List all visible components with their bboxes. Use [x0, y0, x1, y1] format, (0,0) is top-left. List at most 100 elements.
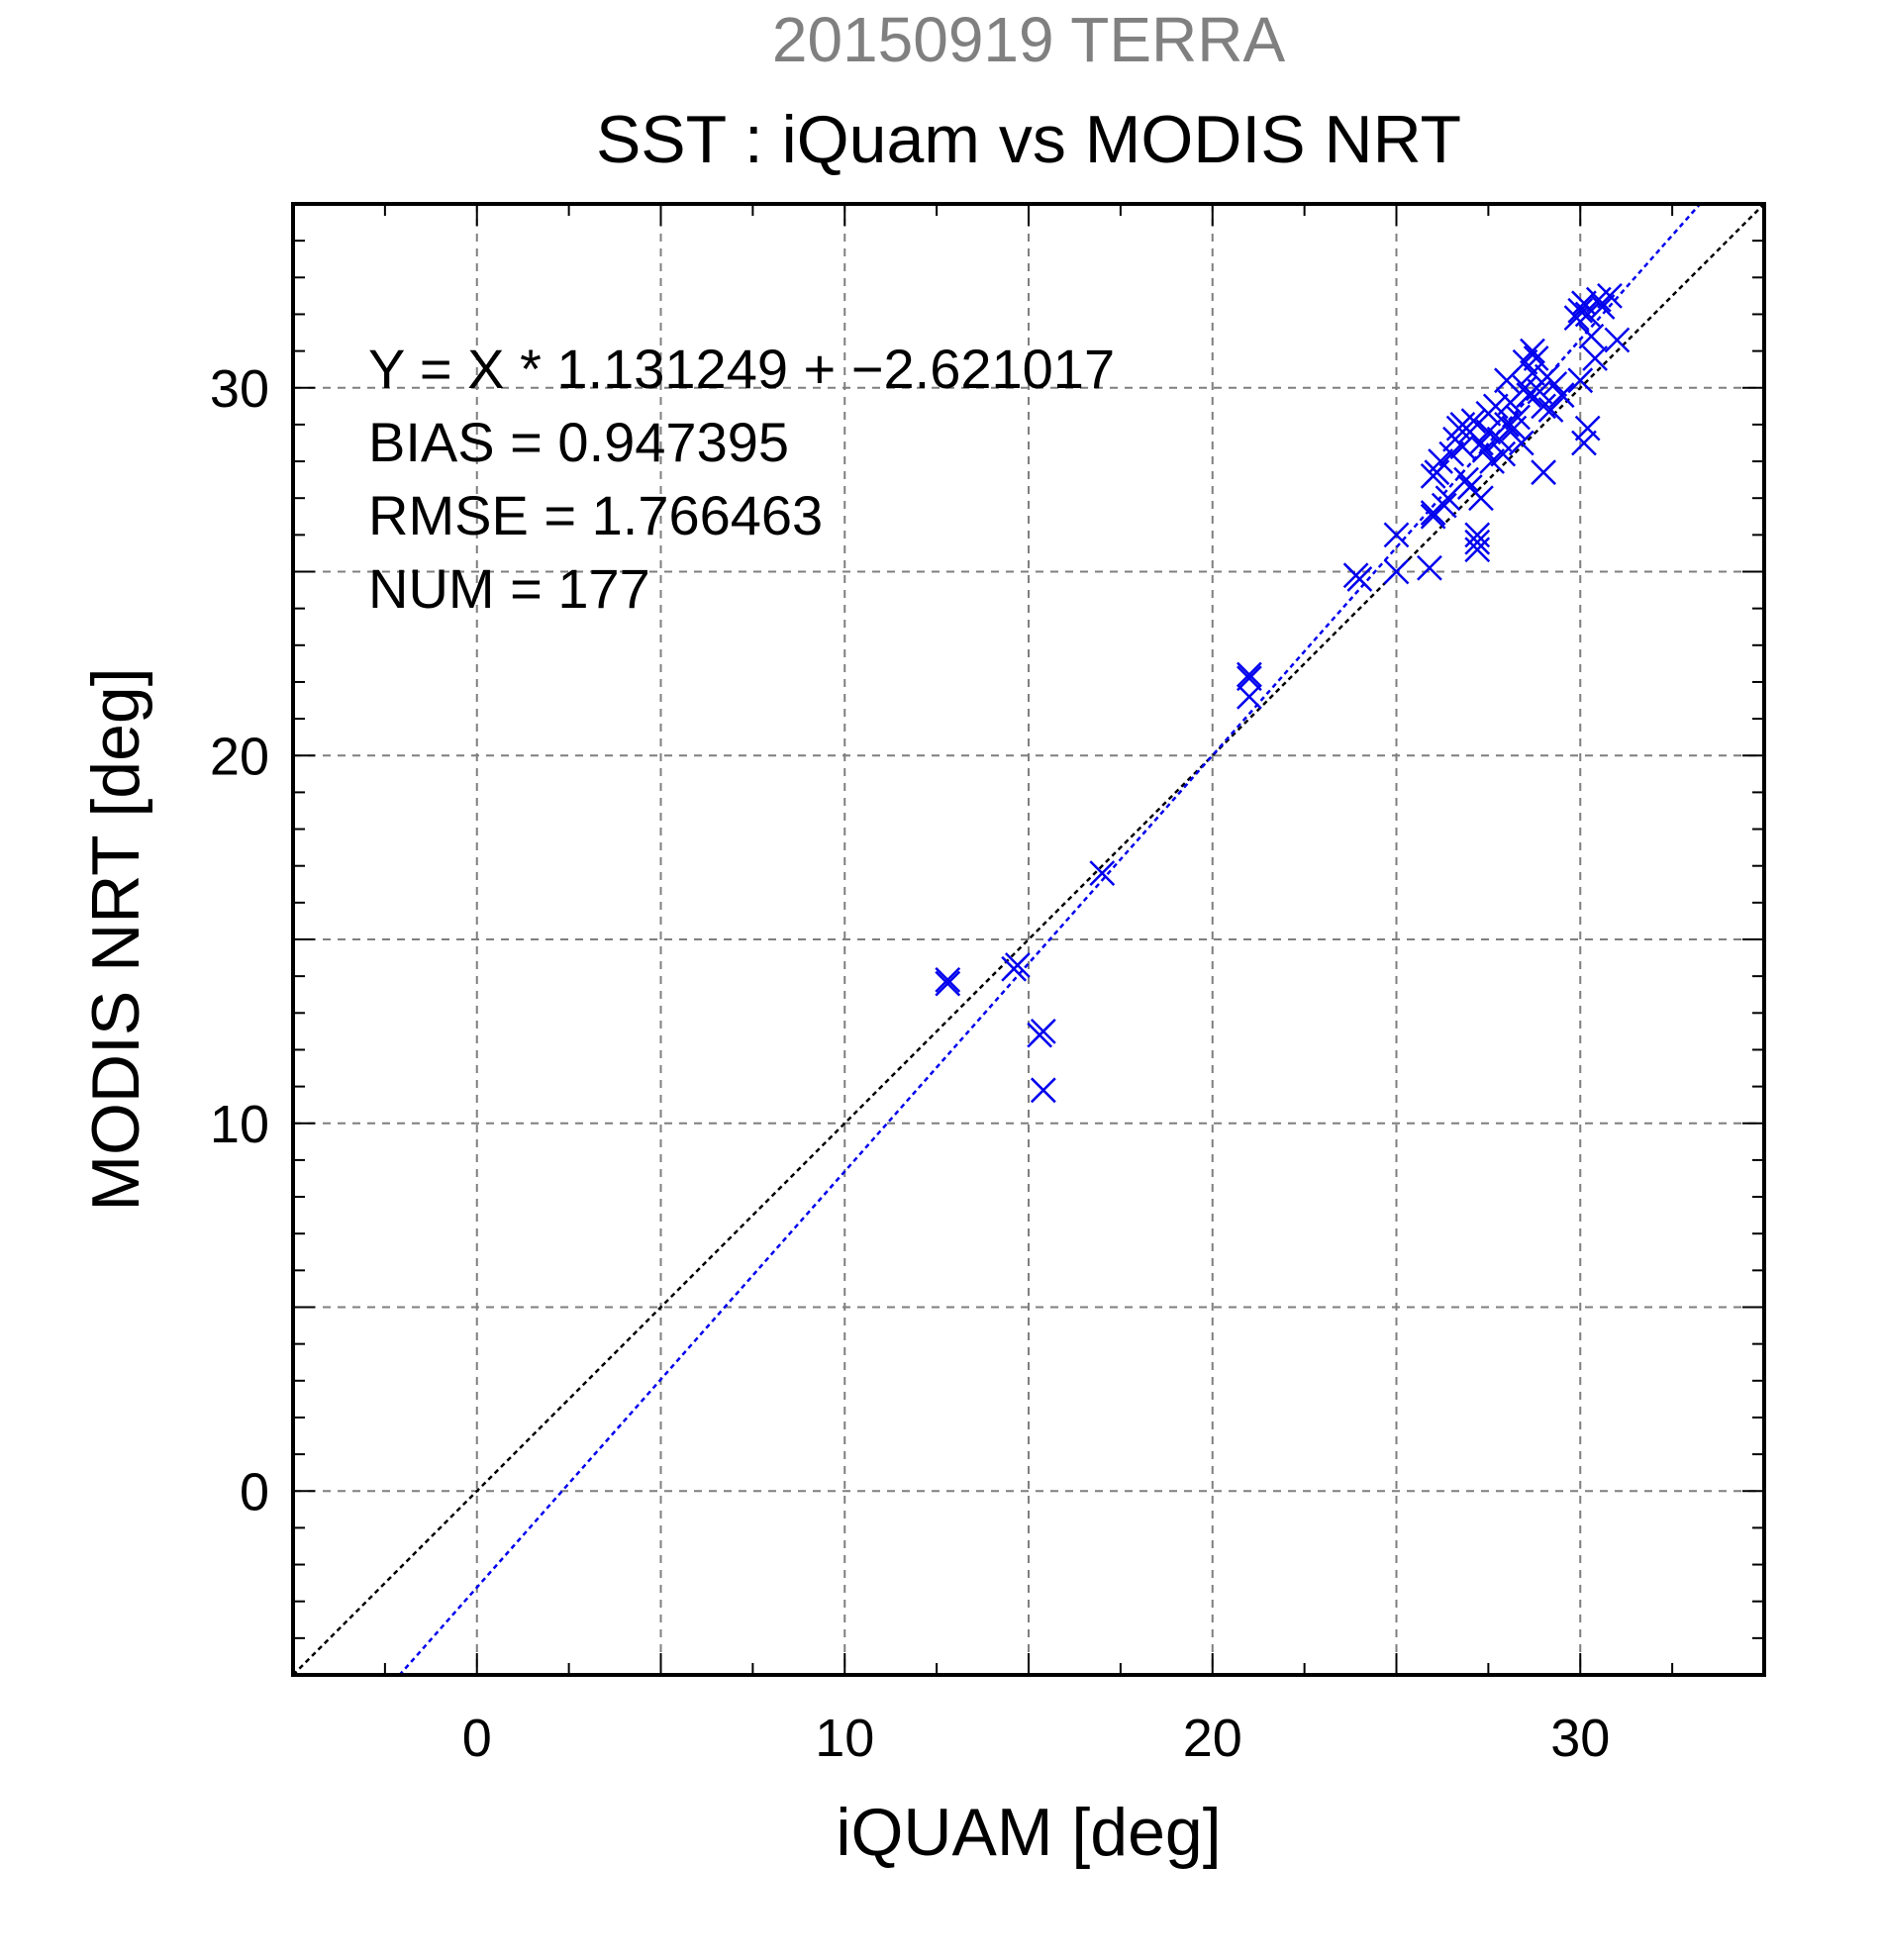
data-point-stroke [1475, 419, 1502, 445]
x-axis-label: iQUAM [deg] [836, 1795, 1221, 1870]
data-point-stroke [1428, 448, 1453, 474]
data-point-stroke [1486, 426, 1513, 452]
data-point [1030, 1077, 1056, 1104]
data-point [1471, 438, 1498, 463]
data-point-stroke [1597, 282, 1623, 309]
data-point-stroke [1574, 301, 1601, 328]
y-tick-label: 0 [240, 1462, 269, 1521]
data-point-stroke [1449, 434, 1476, 460]
data-point-stroke [1237, 665, 1262, 692]
y-tick-label: 10 [210, 1095, 269, 1154]
data-point [1089, 860, 1116, 887]
data-point-stroke [1468, 430, 1494, 456]
data-point-stroke [1520, 338, 1545, 364]
data-point-stroke [1237, 661, 1262, 688]
y-tick-label: 30 [210, 359, 269, 419]
data-point-stroke [1523, 345, 1549, 371]
data-point [1597, 282, 1623, 309]
data-point [1383, 558, 1410, 585]
chart-title: SST : iQuam vs MODIS NRT [596, 102, 1461, 177]
data-point [1548, 382, 1575, 409]
data-point-stroke [1571, 430, 1597, 456]
data-point-stroke [1468, 485, 1494, 512]
data-point [1438, 441, 1465, 467]
data-point-stroke [1578, 323, 1605, 349]
data-point [1475, 419, 1502, 445]
data-point [1537, 397, 1564, 423]
data-point-stroke [1417, 554, 1442, 581]
grid-lines [293, 204, 1764, 1675]
data-point-stroke [1604, 327, 1631, 353]
data-point [1523, 345, 1549, 371]
data-point [1030, 1018, 1056, 1044]
data-point [1508, 430, 1534, 456]
data-points [935, 282, 1631, 1104]
data-point-stroke [1004, 952, 1031, 978]
data-point-stroke [1548, 382, 1575, 409]
data-point-stroke [1464, 522, 1491, 548]
stats-box: Y = X * 1.131249 + −2.621017 BIAS = 0.94… [368, 338, 1115, 620]
plot-frame [291, 202, 1766, 1677]
data-point [1604, 327, 1631, 353]
data-point [1482, 393, 1509, 420]
data-point [1520, 338, 1545, 364]
data-point [1541, 371, 1568, 397]
data-point [1237, 665, 1262, 692]
data-point [935, 966, 961, 993]
chart-subtitle: 20150919 TERRA [772, 4, 1286, 75]
data-point [1468, 485, 1494, 512]
data-point [1464, 529, 1491, 555]
reference-lines [293, 204, 1764, 1675]
data-point [1520, 360, 1545, 386]
data-point [1531, 459, 1556, 486]
data-point [1346, 566, 1373, 592]
data-point-stroke [1346, 566, 1373, 592]
x-tick-label: 10 [815, 1709, 874, 1768]
fit-equation: Y = X * 1.131249 + −2.621017 [368, 338, 1115, 400]
data-point-stroke [1490, 441, 1517, 467]
data-point-stroke [1531, 393, 1556, 420]
data-point [935, 970, 961, 997]
data-point-stroke [1567, 367, 1594, 394]
x-tick-label: 20 [1183, 1709, 1242, 1768]
data-point [1567, 367, 1594, 394]
data-point-stroke [1520, 360, 1545, 386]
data-point [1527, 378, 1553, 405]
data-point-stroke [1482, 393, 1509, 420]
data-point-stroke [935, 970, 961, 997]
data-point [1486, 426, 1513, 452]
data-point-stroke [1438, 441, 1465, 467]
data-point [1567, 297, 1594, 324]
data-point [1237, 683, 1262, 710]
data-point-stroke [1089, 860, 1116, 887]
data-point [1417, 554, 1442, 581]
data-point [1460, 408, 1487, 435]
data-point-stroke [1505, 404, 1531, 431]
data-point [1494, 412, 1520, 438]
data-point [1431, 492, 1457, 519]
data-point-stroke [1453, 466, 1479, 493]
y-axis-label: MODIS NRT [deg] [78, 667, 153, 1211]
data-point-stroke [1567, 297, 1594, 324]
data-point [1582, 345, 1608, 371]
data-point-stroke [1582, 345, 1608, 371]
data-point [1004, 952, 1031, 978]
data-point-stroke [1460, 408, 1487, 435]
data-point-stroke [1383, 522, 1410, 548]
data-point-stroke [1030, 1018, 1056, 1044]
data-point-stroke [1431, 492, 1457, 519]
data-point-stroke [1537, 397, 1564, 423]
data-point [1574, 415, 1601, 441]
data-point-stroke [1237, 683, 1262, 710]
data-point-stroke [1531, 459, 1556, 486]
data-point-stroke [1383, 558, 1410, 585]
data-point [1574, 301, 1601, 328]
data-point-stroke [935, 966, 961, 993]
data-point-stroke [1030, 1077, 1056, 1104]
y-tick-label: 20 [210, 727, 269, 786]
data-point [1428, 448, 1453, 474]
num-value: NUM = 177 [368, 557, 650, 620]
data-point-stroke [1574, 415, 1601, 441]
data-point-stroke [1541, 371, 1568, 397]
